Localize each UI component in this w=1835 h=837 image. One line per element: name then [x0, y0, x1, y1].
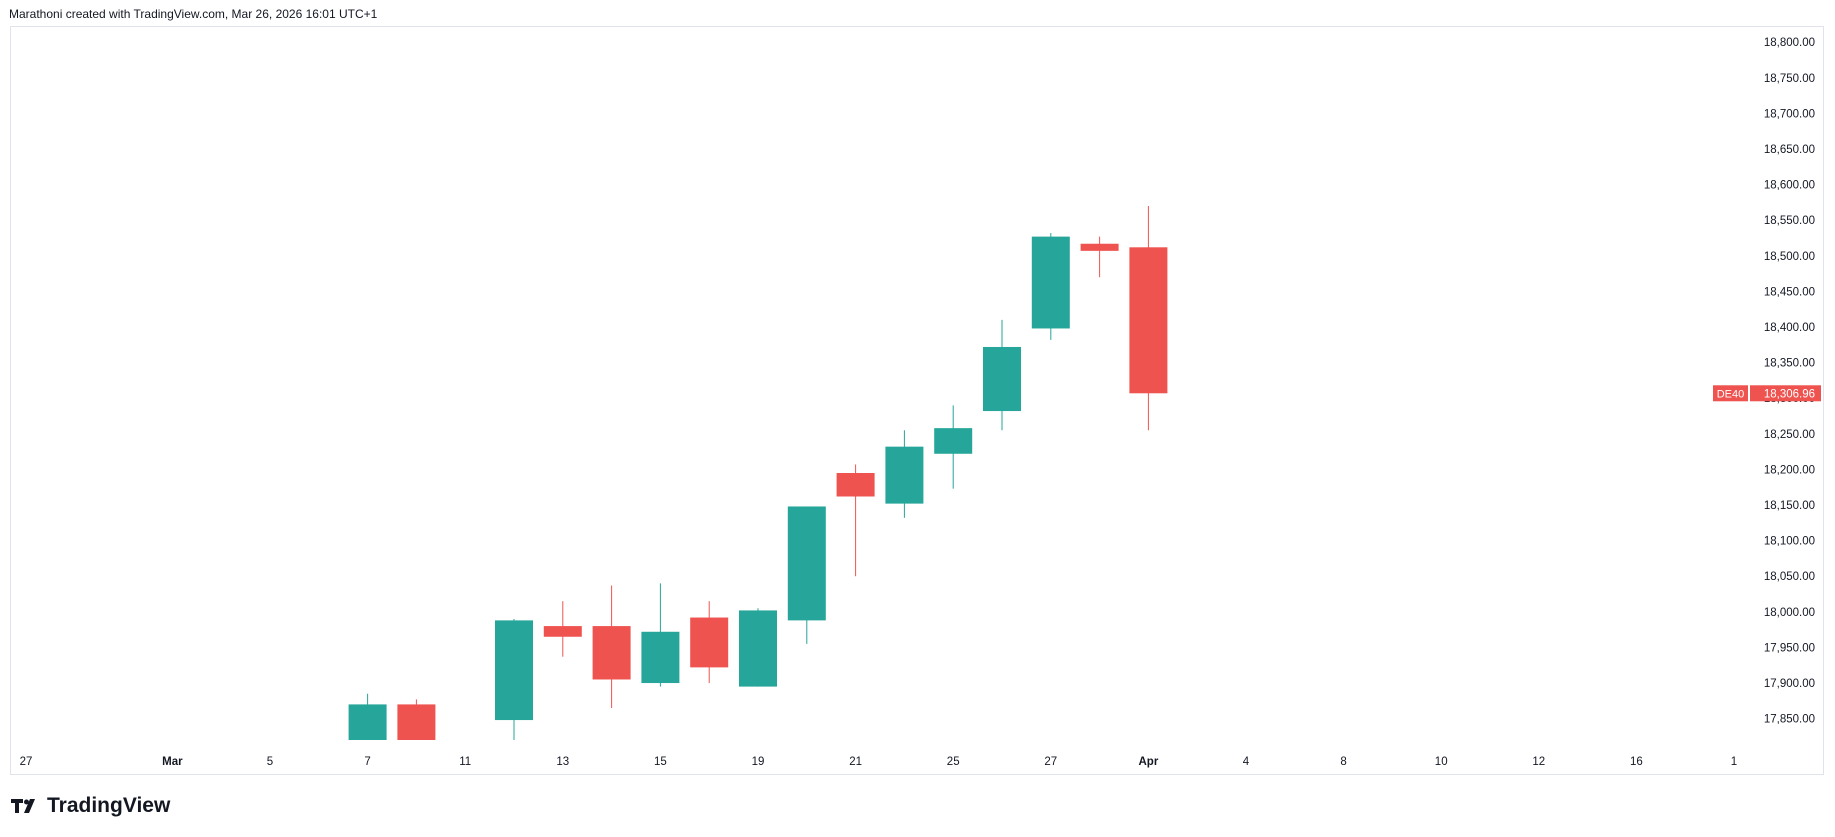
- x-tick-label: 27: [1044, 756, 1057, 768]
- candle-body: [836, 473, 875, 497]
- candlestick-chart[interactable]: 17,850.00 17,900.00 17,950.00 18,000.00 18,0…: [11, 27, 1823, 774]
- candle-body: [1129, 247, 1168, 394]
- y-tick-label: 18,100.00: [1764, 536, 1815, 548]
- y-tick-label: 18,750.00: [1764, 73, 1815, 85]
- x-tick-label: 5: [267, 756, 273, 768]
- x-tick-label: 8: [1340, 756, 1346, 768]
- candle-body: [495, 620, 533, 721]
- y-tick-label: 18,000.00: [1764, 607, 1815, 619]
- x-tick-label: Mar: [162, 756, 183, 768]
- x-tick-label: 27: [20, 756, 33, 768]
- x-tick-label: 4: [1243, 756, 1250, 768]
- y-tick-label: 17,850.00: [1764, 714, 1815, 726]
- x-tick-label: 11: [459, 756, 471, 768]
- candle-body: [592, 626, 631, 680]
- y-tick-label: 18,500.00: [1764, 251, 1815, 263]
- x-tick-label: 1: [1731, 756, 1737, 768]
- y-tick-label: 18,550.00: [1764, 215, 1815, 227]
- y-tick-label: 18,150.00: [1764, 500, 1815, 512]
- y-tick-label: 18,400.00: [1764, 322, 1815, 334]
- candle-body: [397, 704, 436, 740]
- y-tick-label: 17,900.00: [1764, 678, 1815, 690]
- candle-body: [348, 704, 387, 740]
- symbol-label: DE40: [1717, 388, 1745, 400]
- candle-body: [739, 610, 777, 687]
- chart-frame[interactable]: 17,850.00 17,900.00 17,950.00 18,000.00 18,0…: [10, 26, 1824, 775]
- candle-body: [1080, 243, 1119, 251]
- y-tick-label: 18,250.00: [1764, 429, 1815, 441]
- candle-body: [543, 626, 582, 637]
- tradingview-logo[interactable]: TradingView: [11, 794, 170, 818]
- candle-body: [787, 506, 826, 621]
- x-tick-label: 13: [556, 756, 569, 768]
- chart-attribution: Marathoni created with TradingView.com, …: [9, 7, 378, 21]
- x-tick-label: 7: [364, 756, 370, 768]
- symbol-label-bg: [1713, 385, 1748, 402]
- last-price-label: 18,306.96: [1764, 388, 1815, 400]
- candle-body: [983, 346, 1021, 412]
- x-tick-label: Apr: [1138, 756, 1158, 768]
- y-tick-label: 18,350.00: [1764, 358, 1815, 370]
- y-tick-label: 18,600.00: [1764, 180, 1815, 192]
- x-tick-label: 15: [654, 756, 667, 768]
- y-tick-label: 18,800.00: [1764, 37, 1815, 49]
- x-tick-label: 19: [752, 756, 765, 768]
- candle-body: [690, 617, 729, 668]
- candle-body: [934, 428, 973, 454]
- tradingview-logo-icon: [11, 799, 35, 813]
- x-tick-label: 21: [849, 756, 862, 768]
- y-tick-label: 18,200.00: [1764, 464, 1815, 476]
- x-tick-label: 16: [1630, 756, 1643, 768]
- y-tick-label: 18,650.00: [1764, 144, 1815, 156]
- y-tick-label: 17,950.00: [1764, 642, 1815, 654]
- y-tick-label: 18,700.00: [1764, 108, 1815, 120]
- x-tick-label: 25: [947, 756, 960, 768]
- candle-body: [885, 446, 924, 504]
- x-tick-label: 12: [1532, 756, 1545, 768]
- x-tick-label: 10: [1435, 756, 1448, 768]
- y-tick-label: 18,450.00: [1764, 286, 1815, 298]
- y-tick-label: 18,050.00: [1764, 571, 1815, 583]
- candle-body: [1031, 236, 1070, 329]
- candle-body: [641, 631, 680, 684]
- tradingview-logo-text: TradingView: [47, 794, 171, 817]
- last-price-label-bg: [1750, 385, 1821, 402]
